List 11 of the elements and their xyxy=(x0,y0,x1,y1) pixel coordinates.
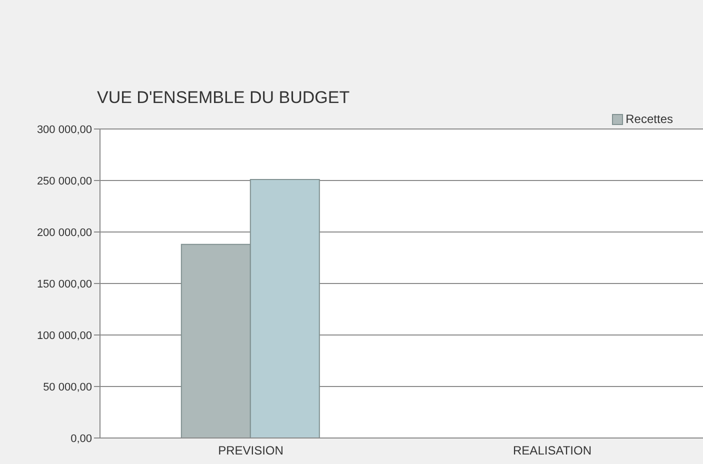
x-tick-label: PREVISION xyxy=(218,444,284,458)
y-tick-label: 200 000,00 xyxy=(36,226,92,239)
chart-title: VUE D'ENSEMBLE DU BUDGET xyxy=(97,88,350,108)
y-tick-label: 300 000,00 xyxy=(36,124,92,136)
y-tick-label: 150 000,00 xyxy=(36,278,92,290)
x-tick-label: REALISATION xyxy=(513,444,592,458)
y-tick-label: 100 000,00 xyxy=(36,330,92,342)
legend-label: Recettes xyxy=(624,112,673,126)
y-tick-label: 0,00 xyxy=(70,432,92,445)
y-tick-label: 250 000,00 xyxy=(36,175,92,188)
y-tick-label: 50 000,00 xyxy=(43,381,92,394)
